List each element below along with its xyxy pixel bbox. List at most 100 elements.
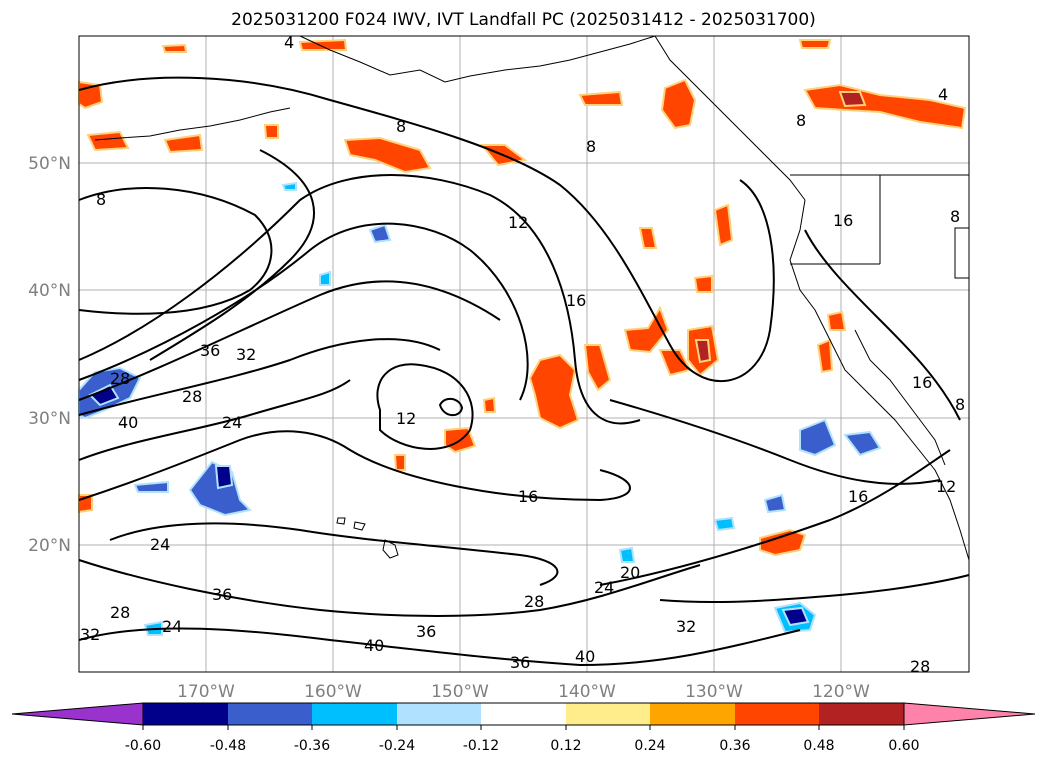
contour-label: 32 — [676, 617, 696, 636]
anomaly-blob — [133, 480, 169, 493]
contour-label: 16 — [912, 373, 932, 392]
anomaly-blob — [86, 130, 130, 152]
graticule — [79, 36, 969, 672]
anomaly-blob — [798, 39, 832, 49]
contour-label: 12 — [936, 477, 956, 496]
colorbar-tick-label: -0.24 — [379, 738, 415, 754]
contour-label: 4 — [284, 33, 294, 52]
anomaly-blob — [263, 124, 279, 139]
map-frame — [78, 35, 970, 673]
contour-label: 8 — [955, 395, 965, 414]
anomaly-blob — [578, 90, 624, 106]
anomaly-blob — [214, 465, 234, 490]
colorbar-segment — [819, 703, 904, 725]
colorbar-segment — [397, 703, 481, 725]
contour-line — [438, 397, 464, 417]
colorbar-extend-high — [903, 702, 1036, 726]
hawaii-islands — [382, 539, 399, 559]
contour-label: 16 — [833, 211, 853, 230]
contour-label: 20 — [620, 563, 640, 582]
contour-line — [599, 449, 951, 586]
contour-label: 40 — [118, 413, 138, 432]
contour-label: 36 — [200, 341, 220, 360]
contour-line — [149, 149, 315, 361]
contour-label: 32 — [80, 625, 100, 644]
contour-line — [804, 229, 961, 421]
anomaly-blob — [482, 396, 497, 413]
anomaly-blob — [163, 133, 204, 154]
colorbar: -0.60 -0.48 -0.36 -0.24 -0.12 0.12 0.24 … — [11, 702, 1036, 754]
anomaly-blob — [88, 383, 120, 407]
contour-label: 24 — [594, 578, 614, 597]
anomaly-blob — [623, 305, 670, 354]
contour-labels: 4 4 8 8 8 8 12 16 16 16 16 16 20 24 24 2… — [80, 33, 965, 676]
contour-label: 12 — [396, 409, 416, 428]
longitude-labels: 170°W 160°W 150°W 140°W 130°W 120°W — [177, 682, 870, 702]
anomaly-blob — [393, 454, 406, 471]
anomaly-blob — [816, 338, 834, 374]
contour-label: 8 — [950, 207, 960, 226]
alaska-coast — [299, 35, 656, 83]
contour-label: 28 — [910, 657, 930, 676]
contour-line — [78, 280, 501, 401]
lon-label: 170°W — [177, 682, 235, 702]
contour-label: 8 — [396, 117, 406, 136]
anomaly-blob — [799, 418, 837, 457]
anomaly-blob — [343, 136, 432, 174]
anomaly-blob — [583, 344, 612, 392]
contour-line — [78, 559, 701, 617]
contour-label: 8 — [96, 190, 106, 209]
contour-line — [78, 187, 273, 315]
contour-line — [109, 522, 559, 586]
lon-label: 160°W — [304, 682, 362, 702]
anomaly-blob — [298, 38, 348, 51]
colorbar-segment — [735, 703, 819, 725]
contour-line — [78, 174, 641, 425]
colorbar-segment — [228, 703, 312, 725]
anomaly-blob — [713, 203, 734, 247]
contour-line — [78, 430, 631, 502]
contour-label: 4 — [938, 85, 948, 104]
colorbar-tick-label: -0.12 — [463, 738, 499, 754]
anomaly-blob — [618, 546, 636, 563]
contour-label: 24 — [150, 535, 170, 554]
lon-label: 130°W — [685, 682, 743, 702]
colorbar-tick-label: 0.24 — [634, 738, 665, 754]
baja-coast — [854, 329, 946, 466]
anomaly-blob — [161, 43, 188, 53]
colorbar-tick-label: 0.12 — [550, 738, 581, 754]
anomaly-blob — [319, 270, 331, 286]
colorbar-segment — [312, 703, 397, 725]
aleutian-islands — [94, 107, 291, 141]
contour-label: 36 — [212, 585, 232, 604]
contour-label: 24 — [162, 617, 182, 636]
colorbar-segment — [650, 703, 735, 725]
anomaly-blob — [826, 310, 847, 331]
colorbar-segment — [143, 703, 228, 725]
anomaly-blob — [763, 493, 787, 514]
contour-line — [659, 574, 970, 604]
lat-label: 50°N — [28, 154, 71, 174]
lon-label: 120°W — [812, 682, 870, 702]
colorbar-tick-label: 0.36 — [719, 738, 750, 754]
anomaly-blob — [843, 430, 882, 457]
anomaly-blob — [694, 339, 712, 364]
negative-anomaly-fills — [78, 181, 882, 636]
map-title: 2025031200 F024 IWV, IVT Landfall PC (20… — [231, 10, 816, 30]
colorbar-tick-label: -0.60 — [125, 738, 161, 754]
lon-label: 150°W — [431, 682, 489, 702]
contour-label: 16 — [848, 487, 868, 506]
contour-label: 8 — [796, 111, 806, 130]
contour-label: 12 — [508, 213, 528, 232]
colorbar-frame — [142, 702, 905, 726]
contour-line — [78, 379, 351, 461]
contour-label: 16 — [566, 291, 586, 310]
colorbar-segment — [566, 703, 650, 725]
anomaly-blob — [528, 353, 580, 430]
contour-label: 36 — [510, 653, 530, 672]
anomaly-blob — [759, 528, 807, 557]
contour-label: 40 — [364, 636, 384, 655]
lon-label: 140°W — [558, 682, 616, 702]
coastlines — [94, 35, 970, 561]
